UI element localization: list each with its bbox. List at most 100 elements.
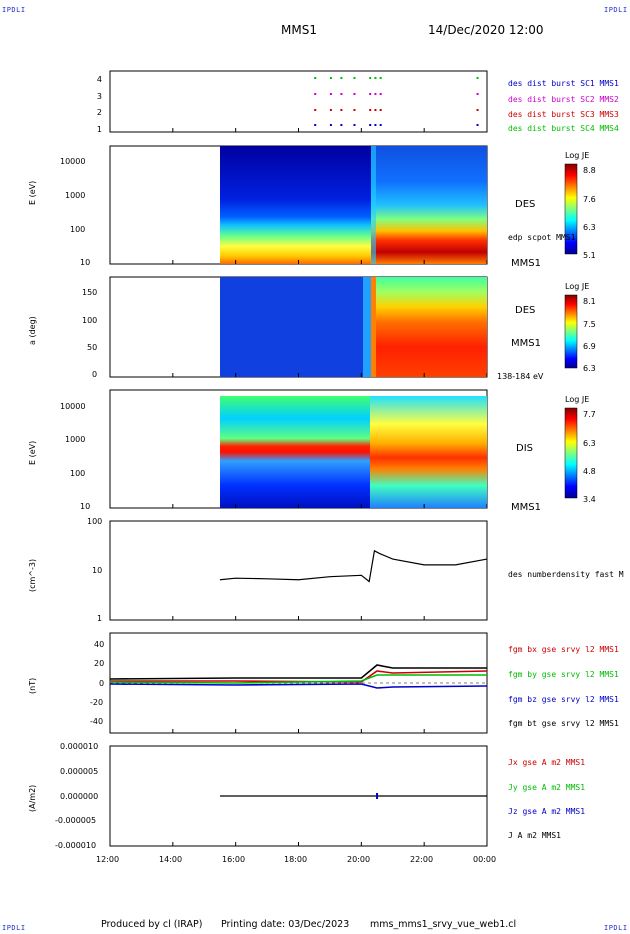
dis-energy-spectrogram-active [370, 396, 487, 508]
dis-energy-colorbar-tick: 3.4 [583, 495, 596, 504]
burst-marker [369, 93, 372, 95]
burst-marker [374, 77, 377, 79]
burst-marker [374, 109, 377, 111]
dis-energy-colorbar-tick: 6.3 [583, 439, 596, 448]
des-energy-spectrogram-quiet [220, 146, 371, 264]
burst-marker [329, 124, 332, 126]
des-pitch-colorbar-tick: 6.9 [583, 342, 596, 351]
des-pitch-ytick: 0 [92, 370, 98, 379]
des-energy-ytick: 100 [70, 225, 86, 234]
burst-marker [369, 109, 372, 111]
bfield-legend-by: fgm by gse srvy l2 MMS1 [508, 670, 619, 679]
plot-datetime: 14/Dec/2020 12:00 [428, 23, 544, 37]
des-pitch-burst [371, 277, 376, 377]
burst-marker [374, 124, 377, 126]
dis-energy-ylabel: E (eV) [28, 440, 37, 465]
dis-energy-ytick: 10 [80, 502, 91, 511]
burst-legend-sc3: des dist burst SC3 MMS3 [508, 110, 619, 119]
dis-energy-ytick: 10000 [60, 402, 86, 411]
burst-marker [340, 93, 343, 95]
des-energy-transition [371, 146, 376, 264]
des-energy-label: DES [515, 199, 536, 210]
current-ytick: 0.000010 [60, 742, 99, 751]
bfield-legend-bx: fgm bx gse srvy l2 MMS1 [508, 645, 619, 654]
burst-marker [314, 77, 317, 79]
x-tick: 00:00 [473, 855, 497, 864]
dis-energy-spectrogram-quiet [220, 396, 370, 508]
burst-marker [476, 109, 479, 111]
footer-produced-by: Produced by cl (IRAP) [101, 919, 203, 930]
burst-marker [369, 77, 372, 79]
burst-marker [314, 93, 317, 95]
des-pitch-ytick: 50 [87, 343, 98, 352]
bfield-series-line [109, 683, 488, 689]
des-pitch-colorbar [564, 294, 578, 369]
density-panel-frame [109, 520, 488, 621]
des-energy-colorbar-title: Log JE [565, 151, 590, 160]
des-energy-ytick: 10000 [60, 157, 86, 166]
current-ytick: 0.000000 [60, 792, 99, 801]
corner-tag-bottom-left: IPDLI [2, 924, 26, 932]
corner-tag-top-left: IPDLI [2, 6, 26, 14]
corner-tag-bottom-right: IPDLI [604, 924, 628, 932]
bfield-legend-bt: fgm bt gse srvy l2 MMS1 [508, 719, 619, 728]
des-pitch-ytick: 150 [82, 288, 98, 297]
corner-tag-top-right: IPDLI [604, 6, 628, 14]
dis-energy-colorbar-tick: 4.8 [583, 467, 596, 476]
current-legend-jz: Jz gse A m2 MMS1 [508, 807, 586, 816]
burst-marker [353, 93, 356, 95]
des-pitch-colorbar-tick: 6.3 [583, 364, 596, 373]
current-ytick: -0.000005 [55, 816, 97, 825]
dis-energy-probe-label: MMS1 [511, 502, 541, 513]
density-ytick: 1 [97, 614, 103, 623]
des-pitch-ytick: 100 [82, 316, 98, 325]
bfield-ylabel: (nT) [28, 677, 37, 694]
footer-printing-date: Printing date: 03/Dec/2023 [221, 919, 350, 930]
density-ytick: 100 [87, 517, 103, 526]
des-pitch-colorbar-tick: 7.5 [583, 320, 596, 329]
des-energy-colorbar-tick: 5.1 [583, 251, 596, 260]
burst-legend-sc4: des dist burst SC4 MMS4 [508, 124, 619, 133]
des-energy-colorbar-tick: 8.8 [583, 166, 596, 175]
burst-panel-frame [109, 70, 488, 133]
burst-marker [476, 124, 479, 126]
x-tick: 20:00 [347, 855, 371, 864]
current-ytick: -0.000010 [55, 841, 97, 850]
current-ylabel: (A/m2) [28, 784, 37, 812]
des-energy-ytick: 10 [80, 258, 91, 267]
burst-marker [329, 93, 332, 95]
burst-legend-sc1: des dist burst SC1 MMS1 [508, 79, 619, 88]
bfield-series-line [110, 670, 488, 683]
density-legend: des numberdensity fast M [508, 570, 624, 579]
burst-marker [353, 77, 356, 79]
burst-ytick: 4 [96, 75, 102, 84]
plot-title: MMS1 [281, 23, 317, 37]
des-energy-probe-label: MMS1 [511, 258, 541, 269]
burst-marker [476, 93, 479, 95]
burst-marker [369, 124, 372, 126]
des-energy-spectrogram-active [371, 146, 487, 264]
bfield-legend-bz: fgm bz gse srvy l2 MMS1 [508, 695, 619, 704]
des-energy-ytick: 1000 [65, 191, 86, 200]
dis-energy-colorbar [564, 407, 578, 499]
burst-legend-sc2: des dist burst SC2 MMS2 [508, 95, 619, 104]
bfield-ytick: 20 [94, 659, 105, 668]
x-tick: 18:00 [284, 855, 308, 864]
burst-marker [314, 124, 317, 126]
dis-energy-colorbar-tick: 7.7 [583, 410, 596, 419]
des-pitch-energy-range: 138-184 eV [497, 372, 544, 381]
burst-marker [379, 77, 382, 79]
des-pitch-probe-label: MMS1 [511, 338, 541, 349]
current-legend-jx: Jx gse A m2 MMS1 [508, 758, 586, 767]
bfield-series-line [109, 664, 487, 680]
burst-marker [353, 124, 356, 126]
dis-energy-colorbar-title: Log JE [565, 395, 590, 404]
burst-ytick: 3 [96, 91, 102, 101]
bfield-ytick: -40 [90, 717, 104, 726]
des-pitch-label: DES [515, 305, 536, 316]
x-tick: 22:00 [410, 855, 434, 864]
burst-marker [314, 109, 317, 111]
des-energy-colorbar-tick: 7.6 [583, 195, 596, 204]
burst-ytick: 2 [96, 108, 102, 117]
